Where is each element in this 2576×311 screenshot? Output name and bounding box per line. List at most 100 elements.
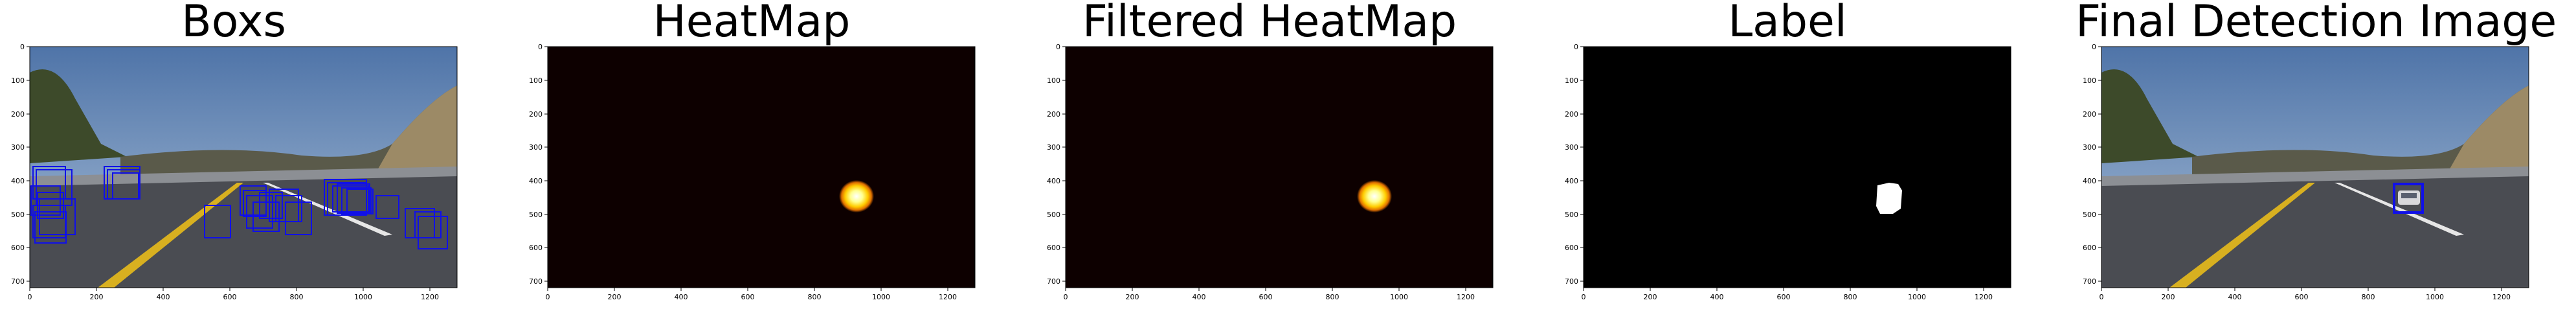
trees-left bbox=[30, 69, 127, 163]
lane-white bbox=[2335, 183, 2464, 236]
svg-text:0: 0 bbox=[538, 43, 543, 51]
svg-text:1000: 1000 bbox=[2426, 293, 2444, 301]
label-plot: 0 200 400 600 800 1000 1200 0 100 200 30… bbox=[1565, 43, 2011, 301]
guardrail bbox=[30, 167, 457, 186]
svg-text:200: 200 bbox=[1644, 293, 1657, 301]
y-tick: 200 bbox=[11, 110, 30, 119]
x-tick: 400 bbox=[1193, 288, 1206, 301]
x-tick: 1200 bbox=[1975, 288, 1993, 301]
svg-text:0: 0 bbox=[28, 293, 32, 301]
y-tick: 200 bbox=[2083, 110, 2101, 119]
svg-text:300: 300 bbox=[11, 143, 25, 152]
svg-text:300: 300 bbox=[2083, 143, 2096, 152]
svg-text:1200: 1200 bbox=[1457, 293, 1475, 301]
y-tick: 0 bbox=[538, 43, 548, 51]
x-tick: 800 bbox=[1326, 288, 1339, 301]
svg-text:300: 300 bbox=[529, 143, 543, 152]
svg-text:200: 200 bbox=[90, 293, 104, 301]
svg-text:600: 600 bbox=[1777, 293, 1791, 301]
x-tick: 600 bbox=[223, 288, 237, 301]
x-tick: 400 bbox=[675, 288, 688, 301]
x-tick: 400 bbox=[1710, 288, 1724, 301]
x-tick: 200 bbox=[2162, 288, 2175, 301]
y-tick: 400 bbox=[1565, 177, 1584, 185]
svg-text:200: 200 bbox=[2083, 110, 2096, 119]
svg-text:100: 100 bbox=[529, 76, 543, 85]
svg-text:400: 400 bbox=[1193, 293, 1206, 301]
panel-title: Final Detection Image bbox=[2076, 0, 2557, 47]
sliding-window-boxes bbox=[30, 166, 448, 249]
lane-yellow bbox=[2169, 183, 2315, 288]
y-tick: 100 bbox=[529, 76, 548, 85]
svg-text:300: 300 bbox=[1565, 143, 1578, 152]
lane-yellow bbox=[98, 183, 243, 288]
panel-label: Label 0 200 400 600 800 1000 1200 0 100 … bbox=[1558, 0, 2017, 311]
x-tick: 1000 bbox=[872, 288, 890, 301]
svg-text:800: 800 bbox=[1844, 293, 1857, 301]
svg-text:200: 200 bbox=[1126, 293, 1139, 301]
svg-text:200: 200 bbox=[1565, 110, 1578, 119]
svg-text:600: 600 bbox=[741, 293, 755, 301]
panel-title: Boxs bbox=[181, 0, 286, 47]
x-tick: 1000 bbox=[1908, 288, 1926, 301]
panel-boxs: Boxs bbox=[4, 0, 464, 311]
svg-text:600: 600 bbox=[1259, 293, 1273, 301]
x-tick: 1200 bbox=[2492, 288, 2511, 301]
svg-text:400: 400 bbox=[675, 293, 688, 301]
x-tick: 0 bbox=[546, 288, 550, 301]
y-tick: 200 bbox=[529, 110, 548, 119]
y-tick: 700 bbox=[11, 277, 30, 286]
svg-text:100: 100 bbox=[11, 76, 25, 85]
y-axis-ticks: 0 100 200 300 400 500 600 700 bbox=[1047, 43, 1066, 286]
y-tick: 500 bbox=[2083, 211, 2101, 219]
svg-text:1200: 1200 bbox=[1975, 293, 1993, 301]
svg-text:1000: 1000 bbox=[872, 293, 890, 301]
svg-text:600: 600 bbox=[11, 244, 25, 252]
x-tick: 1000 bbox=[354, 288, 372, 301]
svg-text:0: 0 bbox=[1064, 293, 1068, 301]
svg-text:200: 200 bbox=[608, 293, 622, 301]
x-tick: 600 bbox=[2295, 288, 2309, 301]
x-tick: 1000 bbox=[2426, 288, 2444, 301]
panel-title: HeatMap bbox=[653, 0, 851, 47]
svg-text:400: 400 bbox=[2083, 177, 2096, 185]
boxs-image-plot: 0 200 400 600 800 1000 1200 0 100 200 30… bbox=[11, 43, 458, 301]
heat-blob bbox=[839, 180, 874, 213]
panel-filtered-heatmap: Filtered HeatMap 0 200 400 6 bbox=[1040, 0, 1499, 311]
panel-title: Label bbox=[1728, 0, 1847, 47]
svg-text:100: 100 bbox=[2083, 76, 2096, 85]
svg-text:800: 800 bbox=[808, 293, 822, 301]
x-axis-ticks: 0 200 400 600 800 1000 1200 bbox=[2100, 288, 2511, 301]
svg-text:700: 700 bbox=[2083, 277, 2096, 286]
heatmap-plot: 0 200 400 600 800 1000 1200 0 100 200 30… bbox=[529, 43, 976, 301]
svg-text:800: 800 bbox=[1326, 293, 1339, 301]
y-tick: 500 bbox=[11, 211, 30, 219]
x-tick: 0 bbox=[28, 288, 32, 301]
svg-text:0: 0 bbox=[1582, 293, 1586, 301]
svg-text:600: 600 bbox=[2295, 293, 2309, 301]
x-tick: 0 bbox=[1582, 288, 1586, 301]
y-tick: 300 bbox=[529, 143, 548, 152]
svg-text:800: 800 bbox=[2362, 293, 2375, 301]
y-tick: 200 bbox=[1565, 110, 1584, 119]
svg-text:200: 200 bbox=[2162, 293, 2175, 301]
x-tick: 1200 bbox=[939, 288, 957, 301]
car-window bbox=[2401, 193, 2417, 198]
y-tick: 300 bbox=[1565, 143, 1584, 152]
x-axis-ticks: 0 200 400 600 800 1000 1200 bbox=[28, 288, 439, 301]
y-tick: 500 bbox=[1565, 211, 1584, 219]
y-axis-ticks: 0 100 200 300 400 500 600 700 bbox=[2083, 43, 2101, 286]
panel-heatmap: HeatMap 0 200 400 600 bbox=[522, 0, 981, 311]
x-tick: 0 bbox=[2100, 288, 2104, 301]
svg-text:600: 600 bbox=[223, 293, 237, 301]
y-tick: 300 bbox=[1047, 143, 1066, 152]
final-detection-box bbox=[2393, 183, 2424, 214]
svg-text:400: 400 bbox=[2228, 293, 2242, 301]
x-tick: 800 bbox=[808, 288, 822, 301]
svg-text:1000: 1000 bbox=[1390, 293, 1408, 301]
y-tick: 100 bbox=[11, 76, 30, 85]
hills bbox=[2192, 86, 2529, 183]
svg-text:0: 0 bbox=[2100, 293, 2104, 301]
y-tick: 600 bbox=[11, 244, 30, 252]
